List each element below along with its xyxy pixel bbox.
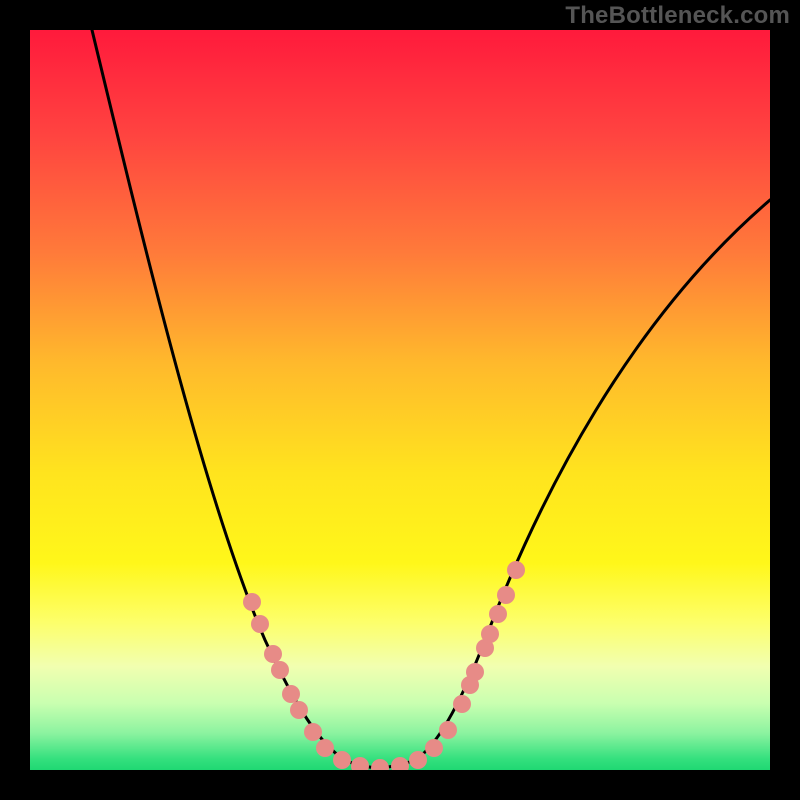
marker-point — [290, 701, 308, 719]
marker-point — [391, 757, 409, 770]
plot-area — [30, 30, 770, 770]
marker-point — [333, 751, 351, 769]
marker-point — [489, 605, 507, 623]
canvas: TheBottleneck.com — [0, 0, 800, 800]
marker-point — [371, 759, 389, 770]
marker-point — [507, 561, 525, 579]
marker-point — [453, 695, 471, 713]
bottleneck-curve — [92, 30, 770, 768]
marker-point — [409, 751, 427, 769]
marker-point — [351, 757, 369, 770]
marker-point — [243, 593, 261, 611]
marker-point — [425, 739, 443, 757]
marker-point — [497, 586, 515, 604]
marker-point — [251, 615, 269, 633]
watermark-text: TheBottleneck.com — [565, 2, 790, 30]
marker-point — [466, 663, 484, 681]
marker-point — [481, 625, 499, 643]
marker-point — [282, 685, 300, 703]
curve-svg — [30, 30, 770, 770]
marker-point — [304, 723, 322, 741]
marker-point — [264, 645, 282, 663]
marker-point — [439, 721, 457, 739]
marker-layer — [243, 561, 525, 770]
marker-point — [316, 739, 334, 757]
marker-point — [271, 661, 289, 679]
